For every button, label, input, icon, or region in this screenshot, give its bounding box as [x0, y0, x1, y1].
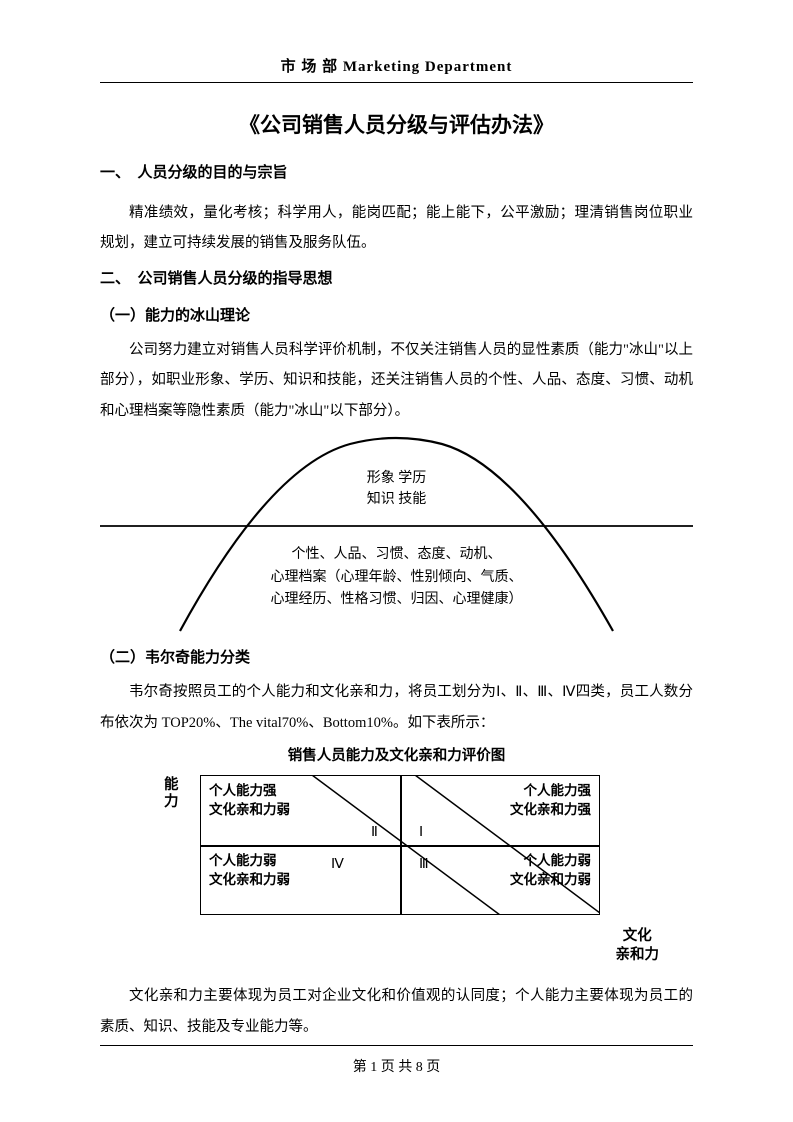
matrix-roman-3: Ⅲ [419, 856, 429, 873]
page-header: 市 场 部 Marketing Department [100, 55, 693, 83]
matrix-x-axis-label: 文化 亲和力 [616, 927, 660, 965]
matrix-q3-line2: 文化亲和力弱 [510, 871, 591, 890]
matrix-chart: 能力 个人能力强 文化亲和力弱 个人能力强 文化亲和力强 个人能力弱 文化亲和力… [100, 771, 693, 981]
section-2-heading: 二、 公司销售人员分级的指导思想 [100, 267, 693, 288]
matrix-q1-label: 个人能力强 文化亲和力强 [510, 782, 591, 820]
iceberg-bottom-labels: 个性、人品、习惯、态度、动机、 心理档案（心理年龄、性别倾向、气质、 心理经历、… [217, 544, 577, 611]
matrix-q1-line2: 文化亲和力强 [510, 801, 591, 820]
document-title: 《公司销售人员分级与评估办法》 [100, 109, 693, 139]
matrix-roman-2: Ⅱ [371, 824, 378, 841]
matrix-q2-line1: 个人能力强 [209, 782, 290, 801]
subsection-2-2-body: 韦尔奇按照员工的个人能力和文化亲和力，将员工划分为Ⅰ、Ⅱ、Ⅲ、Ⅳ四类，员工人数分… [100, 677, 693, 738]
matrix-roman-4: Ⅳ [331, 856, 344, 873]
iceberg-top-line2: 知识 技能 [367, 489, 427, 510]
matrix-q2-label: 个人能力强 文化亲和力弱 [209, 782, 290, 820]
matrix-x-line1: 文化 [616, 927, 660, 946]
subsection-2-1-heading: （一）能力的冰山理论 [100, 304, 693, 325]
matrix-x-line2: 亲和力 [616, 946, 660, 965]
matrix-grid: 个人能力强 文化亲和力弱 个人能力强 文化亲和力强 个人能力弱 文化亲和力弱 个… [200, 775, 600, 915]
section-1-heading: 一、 人员分级的目的与宗旨 [100, 161, 693, 182]
page-number: 第 1 页 共 8 页 [353, 1060, 441, 1075]
iceberg-diagram: 形象 学历 知识 技能 个性、人品、习惯、态度、动机、 心理档案（心理年龄、性别… [100, 426, 693, 636]
matrix-q4-line2: 文化亲和力弱 [209, 871, 290, 890]
section-2-conclusion: 文化亲和力主要体现为员工对企业文化和价值观的认同度；个人能力主要体现为员工的素质… [100, 981, 693, 1042]
matrix-chart-title: 销售人员能力及文化亲和力评价图 [100, 744, 693, 765]
iceberg-top-labels: 形象 学历 知识 技能 [367, 468, 427, 510]
section-1-body: 精准绩效，量化考核；科学用人，能岗匹配；能上能下，公平激励；理清销售岗位职业规划… [100, 198, 693, 259]
iceberg-bottom-line3: 心理经历、性格习惯、归因、心理健康） [217, 589, 577, 611]
subsection-2-1-body: 公司努力建立对销售人员科学评价机制，不仅关注销售人员的显性素质（能力"冰山"以上… [100, 335, 693, 426]
page-footer: 第 1 页 共 8 页 [0, 1045, 793, 1076]
matrix-q4-line1: 个人能力弱 [209, 852, 290, 871]
iceberg-top-line1: 形象 学历 [367, 468, 427, 489]
matrix-q1-line1: 个人能力强 [510, 782, 591, 801]
matrix-q3-label: 个人能力弱 文化亲和力弱 [510, 852, 591, 890]
matrix-q4-label: 个人能力弱 文化亲和力弱 [209, 852, 290, 890]
iceberg-bottom-line1: 个性、人品、习惯、态度、动机、 [217, 544, 577, 566]
matrix-q2-line2: 文化亲和力弱 [209, 801, 290, 820]
matrix-y-axis-label: 能力 [164, 777, 180, 812]
matrix-q3-line1: 个人能力弱 [510, 852, 591, 871]
footer-divider [100, 1045, 693, 1046]
matrix-horizontal-divider [201, 845, 599, 847]
iceberg-bottom-line2: 心理档案（心理年龄、性别倾向、气质、 [217, 567, 577, 589]
subsection-2-2-heading: （二）韦尔奇能力分类 [100, 646, 693, 667]
matrix-roman-1: Ⅰ [419, 824, 423, 841]
